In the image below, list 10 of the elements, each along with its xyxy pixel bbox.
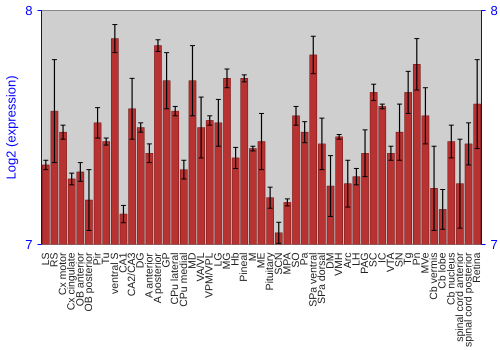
x-tick-label: DG xyxy=(134,252,147,268)
y2-tick-label: 7 xyxy=(490,237,498,252)
y2-tick-label: 8 xyxy=(490,3,498,18)
x-tick-label: Tg xyxy=(402,252,414,265)
x-tick-label: OB posterior xyxy=(82,252,95,312)
x-tick-label: SPa dorsal xyxy=(316,252,328,304)
x-tick-label: RS xyxy=(48,252,60,268)
x-tick-label: A posterior xyxy=(152,252,164,304)
y-axis-title: Log2 (expression) xyxy=(3,75,18,180)
x-tick-label: MVe xyxy=(419,252,432,274)
